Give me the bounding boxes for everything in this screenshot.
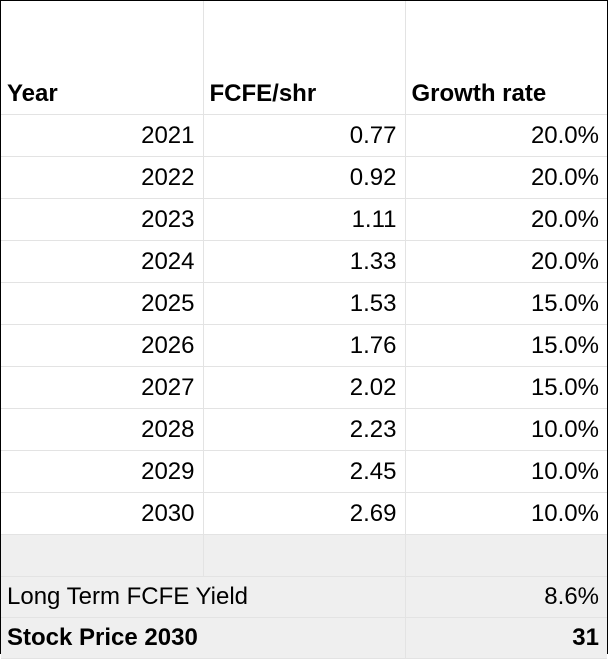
year-cell[interactable]: 2024 [1, 240, 204, 283]
year-cell[interactable]: 2025 [1, 282, 204, 325]
table-row: 2027 2.02 15.0% [1, 366, 607, 409]
year-cell[interactable]: 2029 [1, 450, 204, 493]
table-row: 2030 2.69 10.0% [1, 492, 607, 535]
growth-cell[interactable]: 20.0% [404, 240, 607, 283]
fcfe-cell[interactable]: 1.33 [202, 240, 406, 283]
fcfe-cell[interactable]: 2.45 [202, 450, 406, 493]
table-row: 2022 0.92 20.0% [1, 156, 607, 199]
growth-cell[interactable]: 15.0% [404, 324, 607, 367]
table-row: 2023 1.11 20.0% [1, 198, 607, 241]
header-growth-rate[interactable]: Growth rate [404, 1, 607, 115]
stock-price-label[interactable]: Stock Price 2030 [1, 617, 406, 659]
table-row: 2028 2.23 10.0% [1, 408, 607, 451]
growth-cell[interactable]: 10.0% [404, 408, 607, 451]
year-cell[interactable]: 2021 [1, 114, 204, 157]
table-row: 2029 2.45 10.0% [1, 450, 607, 493]
year-cell[interactable]: 2023 [1, 198, 204, 241]
year-cell[interactable]: 2027 [1, 366, 204, 409]
growth-cell[interactable]: 10.0% [404, 492, 607, 535]
table-row: 2026 1.76 15.0% [1, 324, 607, 367]
fcfe-cell[interactable]: 1.53 [202, 282, 406, 325]
growth-cell[interactable]: 20.0% [404, 156, 607, 199]
growth-cell[interactable]: 10.0% [404, 450, 607, 493]
fcfe-cell[interactable]: 2.23 [202, 408, 406, 451]
fcfe-yield-row: Long Term FCFE Yield 8.6% [1, 576, 607, 618]
empty-cell[interactable] [404, 534, 607, 577]
fcfe-yield-value[interactable]: 8.6% [404, 576, 607, 618]
table-row: 2024 1.33 20.0% [1, 240, 607, 283]
header-fcfe-per-share[interactable]: FCFE/shr [202, 1, 406, 115]
growth-cell[interactable]: 20.0% [404, 198, 607, 241]
empty-cell[interactable] [202, 534, 406, 577]
fcfe-cell[interactable]: 2.69 [202, 492, 406, 535]
fcfe-cell[interactable]: 2.02 [202, 366, 406, 409]
blank-row [1, 534, 607, 577]
fcfe-cell[interactable]: 1.76 [202, 324, 406, 367]
header-row: Year FCFE/shr Growth rate [1, 1, 607, 115]
year-cell[interactable]: 2026 [1, 324, 204, 367]
growth-cell[interactable]: 15.0% [404, 282, 607, 325]
year-cell[interactable]: 2028 [1, 408, 204, 451]
fcfe-cell[interactable]: 0.92 [202, 156, 406, 199]
year-cell[interactable]: 2022 [1, 156, 204, 199]
stock-price-row: Stock Price 2030 31 [1, 617, 607, 659]
table-row: 2025 1.53 15.0% [1, 282, 607, 325]
growth-cell[interactable]: 15.0% [404, 366, 607, 409]
table-row: 2021 0.77 20.0% [1, 114, 607, 157]
year-cell[interactable]: 2030 [1, 492, 204, 535]
stock-price-value[interactable]: 31 [404, 617, 607, 659]
fcfe-yield-label[interactable]: Long Term FCFE Yield [1, 576, 406, 618]
fcfe-cell[interactable]: 1.11 [202, 198, 406, 241]
empty-cell[interactable] [1, 534, 204, 577]
header-year[interactable]: Year [1, 1, 204, 115]
growth-cell[interactable]: 20.0% [404, 114, 607, 157]
fcfe-cell[interactable]: 0.77 [202, 114, 406, 157]
